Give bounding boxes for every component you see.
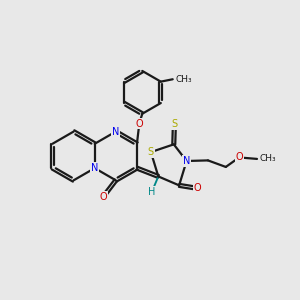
Text: O: O <box>136 118 143 128</box>
Text: N: N <box>183 156 190 166</box>
Text: S: S <box>148 147 154 157</box>
Text: O: O <box>236 152 243 162</box>
Text: S: S <box>171 119 177 129</box>
Text: CH₃: CH₃ <box>260 154 276 164</box>
Text: N: N <box>91 163 98 173</box>
Text: O: O <box>194 183 201 193</box>
Text: H: H <box>148 187 155 197</box>
Text: CH₃: CH₃ <box>175 75 192 84</box>
Text: O: O <box>100 192 107 202</box>
Text: N: N <box>112 127 119 136</box>
